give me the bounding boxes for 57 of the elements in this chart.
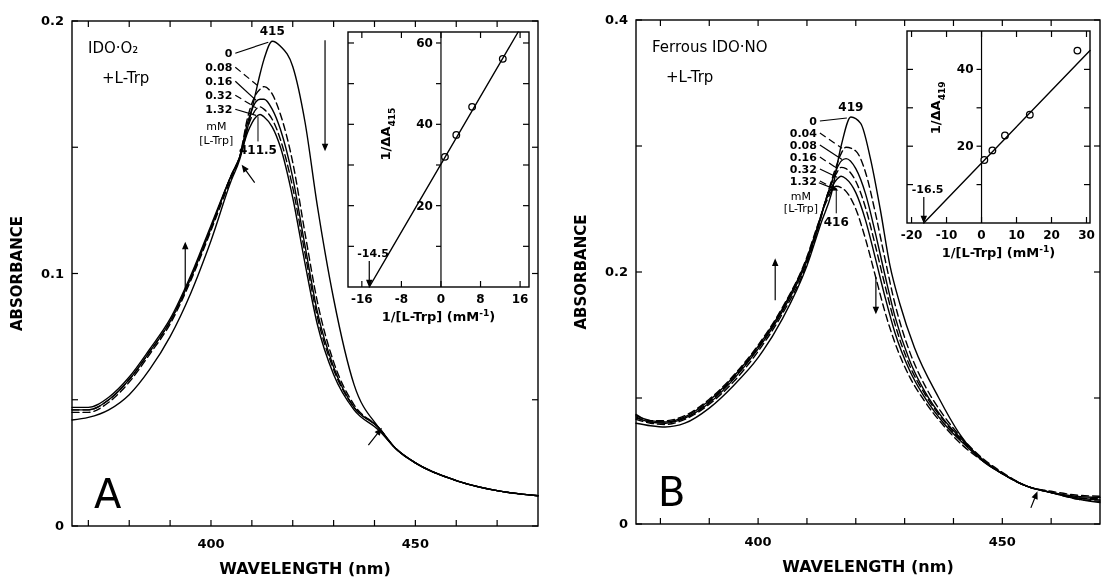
x-tick-label: 450 xyxy=(401,536,429,551)
x-tick-label: 0 xyxy=(977,228,986,242)
annotation: 415 xyxy=(259,24,285,39)
annotation: [L-Trp] xyxy=(783,202,818,216)
y-tick-label: 20 xyxy=(416,198,433,213)
text: 0.08 xyxy=(205,61,233,75)
legend-label: 0 xyxy=(224,47,233,61)
text: Ferrous IDO·NO xyxy=(652,38,768,56)
y-tick-label: 0.1 xyxy=(40,265,64,281)
legend-label: 0.08 xyxy=(789,139,817,153)
x-axis-title: 1/[L-Trp] (mM$^{-1}$) xyxy=(941,244,1056,260)
y-tick-label: 0.2 xyxy=(40,13,64,28)
x-tick-label: 0 xyxy=(436,292,446,306)
annotation: A xyxy=(94,471,122,517)
annotation: 419 xyxy=(838,100,864,115)
annotation: [L-Trp] xyxy=(199,134,234,148)
x-tick-label: 20 xyxy=(1043,228,1060,242)
annotation: 416 xyxy=(823,215,849,230)
x-tick-label: -10 xyxy=(935,228,958,242)
legend-label: 1.32 xyxy=(789,175,817,189)
x-axis-title: 1/[L-Trp] (mM$^{-1}$) xyxy=(381,308,496,324)
annotation: -16.5 xyxy=(911,183,944,196)
x-tick-label: 8 xyxy=(476,292,485,306)
annotation: mM xyxy=(790,190,812,204)
x-axis-title: WAVELENGTH (nm) xyxy=(782,557,954,576)
annotation: -14.5 xyxy=(357,247,389,260)
legend-label: 0.16 xyxy=(789,151,818,165)
y-tick-label: 0 xyxy=(618,516,628,531)
x-tick-label: 30 xyxy=(1078,228,1095,242)
legend-label: 1.32 xyxy=(205,103,233,117)
y-tick-label: 0.2 xyxy=(604,264,628,279)
x-tick-label: 16 xyxy=(511,292,529,306)
x-tick-label: 400 xyxy=(744,534,772,549)
legend-label: 0.32 xyxy=(205,89,233,103)
y-tick-label: 40 xyxy=(956,62,974,77)
y-tick-label: 0 xyxy=(54,518,64,533)
y-tick-label: 60 xyxy=(416,35,433,50)
annotation: mM xyxy=(206,120,227,134)
x-tick-label: -8 xyxy=(394,292,409,306)
legend-label: 0.04 xyxy=(789,127,818,141)
x-tick-label: 400 xyxy=(197,536,225,551)
x-tick-label: -16 xyxy=(351,292,373,306)
x-tick-label: -20 xyxy=(900,228,923,242)
text: +L-Trp xyxy=(102,69,150,87)
y-axis-title: ABSORBANCE xyxy=(572,214,590,330)
text: 0.16 xyxy=(205,75,233,89)
x-tick-label: 10 xyxy=(1008,228,1025,242)
y-tick-label: 40 xyxy=(416,117,433,132)
legend-label: 0 xyxy=(809,115,818,129)
y-axis-title: ABSORBANCE xyxy=(8,216,26,331)
legend-label: 0.32 xyxy=(789,163,817,177)
annotation: B xyxy=(658,469,686,515)
y-tick-label: 0.4 xyxy=(604,12,628,27)
x-tick-label: 450 xyxy=(988,534,1016,549)
x-axis-title: WAVELENGTH (nm) xyxy=(219,559,391,578)
text: +L-Trp xyxy=(666,68,714,86)
text: IDO·O₂ xyxy=(88,39,139,57)
